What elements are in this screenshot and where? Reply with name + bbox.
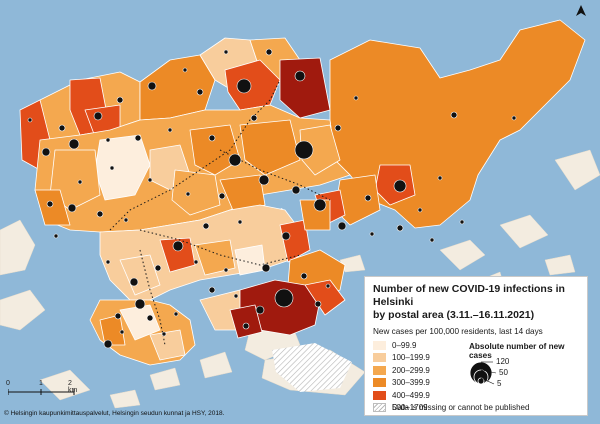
legend-class-label: 100–199.9 bbox=[392, 353, 430, 363]
legend-subtitle: New cases per 100,000 residents, last 14… bbox=[373, 327, 543, 336]
legend-class-label: 0–99.9 bbox=[392, 340, 417, 350]
scale-label-2: 2 km bbox=[68, 380, 78, 394]
legend-class-label: 400–499.9 bbox=[392, 390, 430, 400]
legend-class-label: 500–1709 bbox=[392, 403, 428, 413]
district-borders bbox=[109, 79, 331, 346]
legend-class: 300–399.9 bbox=[373, 377, 430, 390]
legend-swatch bbox=[373, 390, 386, 400]
legend-swatch bbox=[373, 378, 386, 388]
map-credit: © Helsingin kaupunkimittauspalvelut, Hel… bbox=[4, 410, 225, 417]
legend-title-line1: Number of new COVID-19 infections in Hel… bbox=[373, 283, 565, 308]
legend-title-line2: by postal area (3.11.–16.11.2021) bbox=[373, 309, 535, 321]
north-arrow-icon bbox=[574, 4, 588, 23]
legend-swatch bbox=[373, 353, 386, 363]
map-legend: Number of new COVID-19 infections in Hel… bbox=[364, 276, 588, 416]
legend-swatch bbox=[373, 365, 386, 375]
legend-missing-label: Data is missing or cannot be published bbox=[392, 403, 530, 412]
legend-class: 0–99.9 bbox=[373, 339, 430, 352]
scale-label-0: 0 bbox=[6, 380, 10, 387]
hatch-swatch bbox=[373, 403, 386, 412]
case-circles bbox=[27, 48, 517, 349]
legend-class: 400–499.9 bbox=[373, 389, 430, 402]
legend-class-label: 300–399.9 bbox=[392, 378, 430, 388]
legend-class: 200–299.9 bbox=[373, 364, 430, 377]
scale-label-1: 1 bbox=[39, 380, 43, 387]
legend-circle-label-5: 5 bbox=[497, 379, 502, 388]
legend-swatch bbox=[373, 340, 386, 350]
legend-title: Number of new COVID-19 infections in Hel… bbox=[373, 283, 579, 322]
legend-absolute-title: Absolute number of new cases bbox=[469, 342, 565, 360]
postal-areas bbox=[19, 19, 586, 366]
legend-circle-label-50: 50 bbox=[499, 368, 508, 377]
legend-missing: Data is missing or cannot be published bbox=[373, 403, 529, 412]
legend-circle-scale bbox=[469, 361, 497, 385]
legend-class: 100–199.9 bbox=[373, 352, 430, 365]
legend-class-label: 200–299.9 bbox=[392, 365, 430, 375]
legend-circle-label-120: 120 bbox=[496, 357, 510, 366]
